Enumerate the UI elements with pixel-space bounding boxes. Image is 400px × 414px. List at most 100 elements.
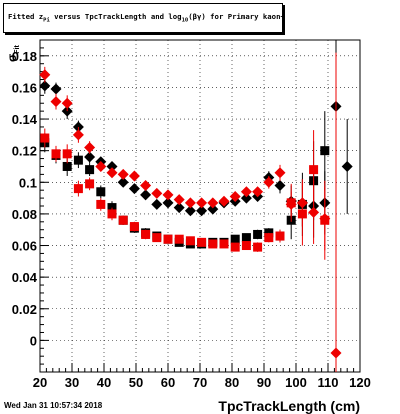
title-suffix: (βγ) for Primary kaon+ [188,12,285,22]
diamond-marker [341,160,353,172]
square-marker [320,215,330,225]
diamond-marker [50,83,62,95]
diamond-marker [308,206,320,218]
x-tick-label: 30 [65,375,79,390]
y-axis-title: σFit [5,45,21,62]
square-marker [73,184,83,194]
diamond-marker [196,197,208,209]
square-marker [241,241,251,251]
square-marker [40,133,50,143]
series-3 [40,128,330,260]
x-tick-label: 110 [318,375,339,390]
diamond-marker [274,179,286,191]
diamond-marker [151,198,163,210]
diamond-marker [207,203,219,215]
diamond-marker [240,192,252,204]
square-marker [96,187,106,197]
y-tick-label: 0.08 [12,207,37,222]
diamond-marker [184,205,196,217]
square-marker [129,222,139,232]
y-tick-label: 0.1 [19,175,37,190]
x-tick-label: 90 [257,375,271,390]
diamond-marker [39,80,51,92]
square-marker [275,231,285,241]
square-marker [253,229,263,239]
square-marker [152,233,162,243]
square-marker [141,229,151,239]
diamond-marker [207,197,219,209]
diamond-marker [95,160,107,172]
diamond-marker [106,167,118,179]
data-series [39,40,353,372]
title-box: Fitted zPi versus TpcTrackLength and log… [3,3,285,33]
y-tick-label: 0.02 [12,302,37,317]
square-marker [163,234,173,244]
diamond-marker [196,205,208,217]
square-marker [219,239,229,249]
square-marker [85,165,95,175]
diamond-marker [128,183,140,195]
y-tick-label: 0.06 [12,239,37,254]
diamond-marker [229,191,241,203]
y-tick-label: 0.16 [12,80,37,95]
diamond-marker [240,186,252,198]
y-axis-title-main: σ [5,54,19,62]
square-marker [253,242,263,252]
diamond-marker [173,202,185,214]
x-tick-label: 70 [193,375,207,390]
diamond-marker [140,189,152,201]
chart-title: Fitted zPi versus TpcTrackLength and log… [8,12,285,23]
diamond-marker [84,142,96,154]
axis-labels: 20 30 40 50 60 70 80 90 100 110 120 0 0.02 0.04 0.06 0.… [5,45,371,414]
square-marker [264,233,274,243]
title-prefix-sub: Pi [43,17,50,24]
square-marker [197,237,207,247]
diamond-marker [106,160,118,172]
square-marker [241,233,251,243]
square-marker [286,198,296,208]
diamond-marker [330,347,342,359]
diamond-marker [61,97,73,109]
square-marker [62,161,72,171]
diamond-marker [252,186,264,198]
diamond-marker [263,176,275,188]
y-tick-label: 0.14 [12,112,38,127]
square-marker [85,179,95,189]
diamond-marker [140,179,152,191]
square-marker [208,239,218,249]
square-marker [118,215,128,225]
x-tick-label: 40 [97,375,111,390]
diamond-marker [39,69,51,81]
square-marker [73,155,83,165]
diamond-marker [184,197,196,209]
y-tick-label: 0.18 [12,49,37,64]
y-tick-label: 0 [30,333,37,348]
diamond-marker [151,187,163,199]
square-marker [174,234,184,244]
x-axis-title: TpcTrackLength (cm) [218,398,360,414]
axes [39,39,361,373]
diamond-marker [162,197,174,209]
square-marker [309,165,319,175]
square-marker [320,146,330,156]
x-tick-label: 80 [225,375,239,390]
grid-lines [40,40,360,372]
diamond-marker [117,168,129,180]
diamond-marker [218,195,230,207]
title-prefix: Fitted z [8,12,44,22]
square-marker [230,234,240,244]
x-tick-label: 100 [285,375,307,390]
square-marker [230,242,240,252]
square-marker [107,209,117,219]
y-tick-label: 0.12 [12,144,37,159]
diamond-marker [72,129,84,141]
diamond-marker [173,194,185,206]
diamond-marker [274,167,286,179]
y-tick-label: 0.04 [12,270,38,285]
title-middle-sub: 10 [181,17,189,24]
x-tick-label: 60 [161,375,175,390]
y-axis-title-sub: Fit [14,45,21,54]
square-marker [62,149,72,159]
title-middle: versus TpcTrackLength and log [49,12,182,22]
